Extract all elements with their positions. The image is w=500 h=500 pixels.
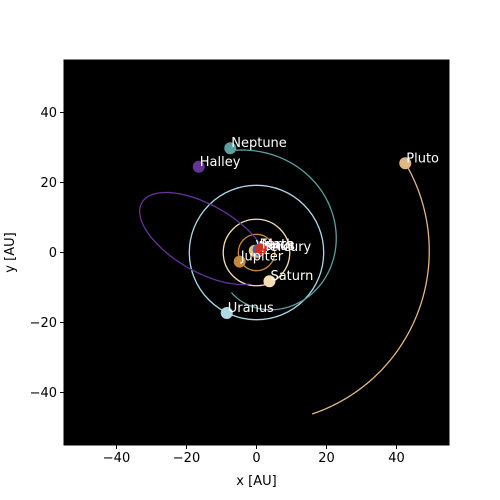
body-label-uranus: Uranus xyxy=(228,301,274,316)
body-point-jupiter xyxy=(233,255,246,268)
orbit-pluto xyxy=(311,162,430,415)
y-tick-label: 20 xyxy=(40,176,57,191)
body-point-uranus xyxy=(220,307,233,320)
x-tick-label: 40 xyxy=(388,451,405,466)
body-label-halley: Halley xyxy=(200,155,241,170)
orbit-saturn xyxy=(222,218,291,287)
axes: −40 −20 0 20 40 −40 −20 0 20 40 xyxy=(30,59,450,466)
body-label-earth: Earth xyxy=(260,238,295,253)
y-tick-label: 0 xyxy=(49,246,57,261)
body-point-saturn xyxy=(263,275,276,288)
body-label-mars: Mars xyxy=(262,237,294,252)
plot-area: MercuryVenusEarthMarsJupiterSaturnUranus… xyxy=(64,60,449,445)
x-tick-label: −40 xyxy=(103,451,130,466)
x-tick-label: 20 xyxy=(318,451,335,466)
x-axis-label: x [AU] xyxy=(236,474,276,489)
y-tick-label: 40 xyxy=(40,106,57,121)
orbits-layer: MercuryVenusEarthMarsJupiterSaturnUranus… xyxy=(139,136,439,415)
body-point-neptune xyxy=(224,142,237,155)
body-label-saturn: Saturn xyxy=(270,269,313,284)
body-point-mars xyxy=(254,243,267,256)
x-tick-label: 0 xyxy=(252,451,260,466)
orbit-jupiter xyxy=(237,233,276,272)
y-tick-label: −40 xyxy=(30,386,57,401)
body-point-halley xyxy=(192,160,205,173)
orbit-halley xyxy=(139,191,263,286)
body-point-pluto xyxy=(399,157,412,170)
orbit-uranus xyxy=(188,184,325,321)
y-axis-label: y [AU] xyxy=(3,232,18,272)
body-label-jupiter: Jupiter xyxy=(240,250,284,265)
body-label-pluto: Pluto xyxy=(406,151,439,166)
y-tick-label: −20 xyxy=(30,316,57,331)
x-tick-label: −20 xyxy=(173,451,200,466)
body-label-mercury: Mercury xyxy=(259,240,312,255)
orbit-neptune xyxy=(230,149,337,311)
body-label-neptune: Neptune xyxy=(231,136,287,151)
